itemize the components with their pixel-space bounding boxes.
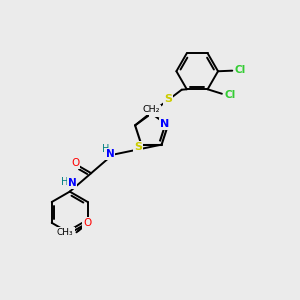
Text: O: O [83,218,92,228]
Text: S: S [164,94,172,104]
Text: Cl: Cl [225,90,236,100]
Text: O: O [66,228,74,238]
Text: O: O [71,158,80,168]
Text: N: N [106,149,115,159]
Text: N: N [68,178,76,188]
Text: H: H [102,144,110,154]
Text: N: N [160,119,169,129]
Text: O: O [83,218,91,228]
Text: CH₃: CH₃ [56,228,73,237]
Text: N: N [150,106,159,116]
Text: Cl: Cl [235,65,246,75]
Text: CH₂: CH₂ [143,105,160,114]
Text: S: S [134,142,142,152]
Text: H: H [61,177,68,187]
